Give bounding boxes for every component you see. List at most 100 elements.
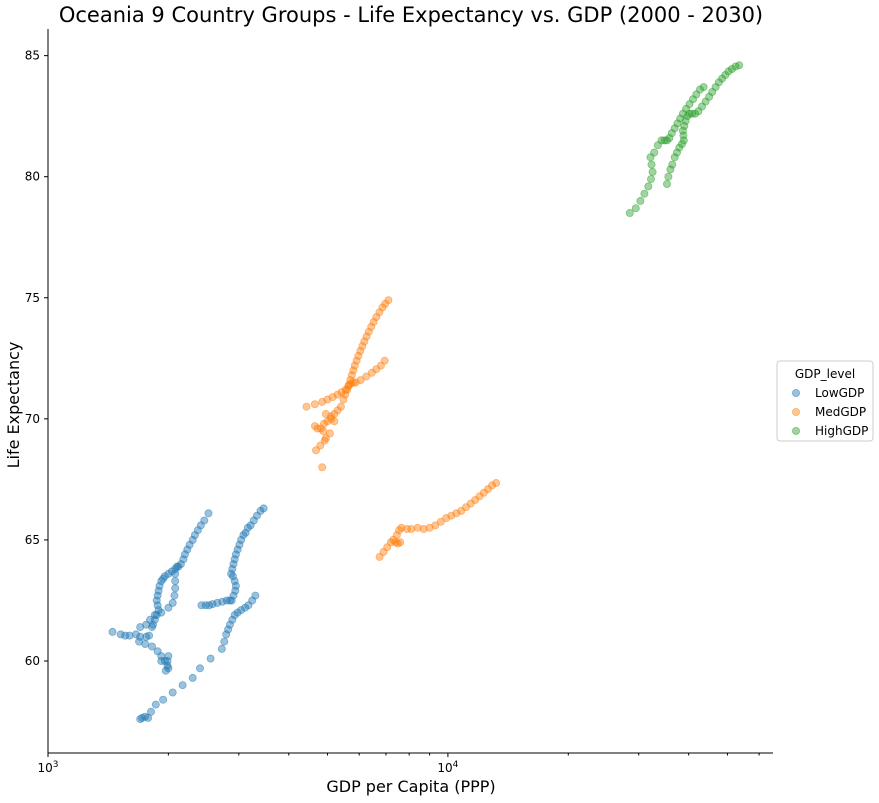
data-point: [170, 591, 179, 600]
data-point: [668, 160, 677, 169]
data-point: [231, 550, 240, 559]
data-point: [362, 332, 371, 341]
data-point: [492, 478, 501, 487]
data-point: [157, 657, 166, 666]
data-point: [350, 361, 359, 370]
x-axis-ticks: 103 104: [37, 753, 760, 775]
data-point: [663, 179, 672, 188]
data-point: [666, 165, 675, 174]
data-point: [318, 463, 327, 472]
data-point: [237, 606, 246, 615]
data-point: [384, 296, 393, 305]
data-point: [310, 400, 319, 409]
data-point: [239, 531, 248, 540]
data-point: [193, 526, 202, 535]
data-point: [220, 637, 229, 646]
y-tick-label: 70: [25, 412, 40, 426]
data-point: [431, 521, 440, 530]
legend-label-LowGDP: LowGDP: [815, 386, 864, 400]
legend-marker-MedGDP: [792, 407, 801, 416]
data-point: [333, 390, 342, 399]
data-point: [354, 351, 363, 360]
data-point: [180, 550, 189, 559]
legend-items: LowGDP MedGDP HighGDP: [792, 386, 868, 438]
data-point: [364, 327, 373, 336]
data-point: [367, 322, 376, 331]
y-tick-label: 60: [25, 654, 40, 668]
y-tick-label: 80: [25, 170, 40, 184]
data-point: [636, 196, 645, 205]
data-point: [328, 393, 337, 402]
data-point: [154, 586, 163, 595]
data-point: [136, 632, 145, 641]
legend-title: GDP_level: [795, 367, 855, 381]
data-point: [206, 654, 215, 663]
data-point: [228, 615, 237, 624]
data-point: [259, 504, 268, 513]
data-point: [395, 526, 404, 535]
data-point: [341, 390, 350, 399]
data-point: [153, 591, 162, 600]
data-point: [488, 481, 497, 490]
data-point: [228, 565, 237, 574]
data-point: [222, 630, 231, 639]
data-point: [392, 531, 401, 540]
data-point: [230, 577, 239, 586]
series-MedGDP: [302, 296, 501, 561]
data-point: [369, 317, 378, 326]
data-point: [125, 631, 134, 640]
data-point: [227, 569, 236, 578]
data-point: [145, 631, 154, 640]
data-point: [151, 700, 160, 709]
data-point: [681, 117, 690, 126]
data-point: [168, 598, 177, 607]
data-point: [657, 136, 666, 145]
data-point: [168, 688, 177, 697]
data-point: [680, 121, 689, 130]
data-point: [419, 525, 428, 534]
data-point: [402, 525, 411, 534]
data-point: [685, 109, 694, 118]
data-point: [230, 555, 239, 564]
legend-marker-LowGDP: [792, 388, 801, 397]
data-point: [241, 528, 250, 537]
y-axis-ticks: 60 65 70 75 80 85: [25, 49, 48, 668]
data-point: [183, 545, 192, 554]
data-point: [179, 555, 188, 564]
data-point: [347, 371, 356, 380]
data-point: [647, 175, 656, 184]
data-point: [237, 535, 246, 544]
data-point: [153, 601, 162, 610]
x-axis-label: GDP per Capita (PPP): [326, 777, 495, 796]
data-point: [336, 402, 345, 411]
data-point: [217, 644, 226, 653]
data-point: [631, 204, 640, 213]
y-tick-label: 65: [25, 533, 40, 547]
data-point: [116, 630, 125, 639]
data-point: [356, 376, 365, 385]
data-point: [152, 611, 161, 620]
data-point: [321, 409, 330, 418]
data-point: [152, 596, 161, 605]
data-point: [195, 664, 204, 673]
series-LowGDP: [108, 504, 268, 724]
data-point: [673, 148, 682, 157]
data-point: [665, 133, 674, 142]
data-point: [344, 380, 353, 389]
data-point: [325, 429, 334, 438]
series-HighGDP: [625, 61, 744, 217]
legend-marker-HighGDP: [792, 426, 801, 435]
plot-area: [108, 61, 744, 724]
data-point: [224, 625, 233, 634]
data-point: [339, 395, 348, 404]
data-point: [452, 509, 461, 518]
data-point: [108, 627, 117, 636]
data-point: [204, 509, 213, 518]
data-point: [436, 517, 445, 526]
data-point: [664, 172, 673, 181]
data-point: [164, 652, 173, 661]
data-point: [660, 136, 669, 145]
chart-title: Oceania 9 Country Groups - Life Expectan…: [59, 3, 763, 27]
data-point: [200, 516, 209, 525]
